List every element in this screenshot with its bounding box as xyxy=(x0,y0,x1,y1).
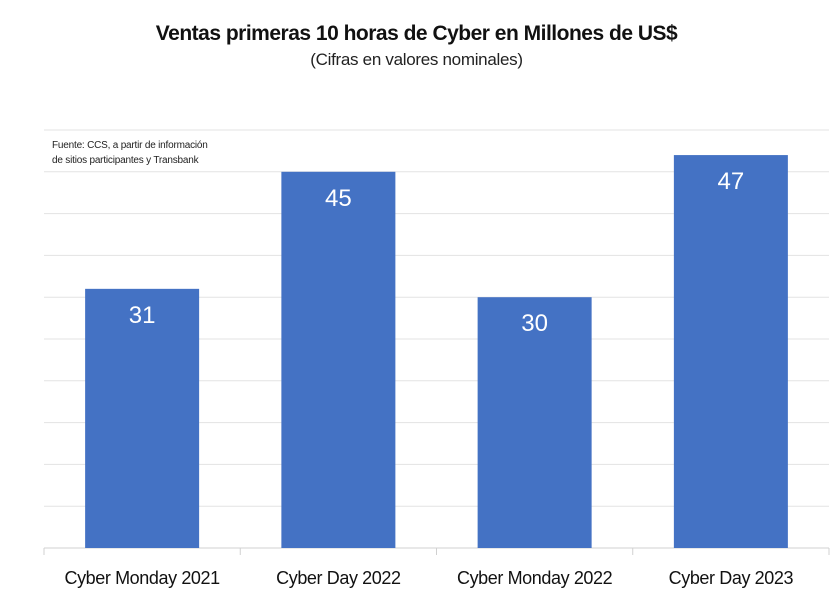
x-tick-label: Cyber Monday 2021 xyxy=(64,568,220,588)
bar xyxy=(281,171,396,549)
source-line-2: de sitios participantes y Transbank xyxy=(52,155,199,166)
bar xyxy=(85,288,200,548)
data-label: 45 xyxy=(325,185,352,212)
bar xyxy=(477,297,592,548)
bar xyxy=(673,155,788,548)
x-tick-label: Cyber Monday 2022 xyxy=(457,568,613,588)
data-label: 30 xyxy=(521,310,548,337)
x-tick-label: Cyber Day 2022 xyxy=(276,568,401,588)
chart-subtitle: (Cifras en valores nominales) xyxy=(310,50,523,69)
chart-title: Ventas primeras 10 horas de Cyber en Mil… xyxy=(155,22,678,45)
source-note: Fuente: CCS, a partir de información de … xyxy=(52,138,212,168)
source-line-1: Fuente: CCS, a partir de información xyxy=(52,140,208,151)
x-tick-label: Cyber Day 2023 xyxy=(669,568,794,588)
data-label: 31 xyxy=(129,302,156,329)
data-label: 47 xyxy=(718,168,745,195)
